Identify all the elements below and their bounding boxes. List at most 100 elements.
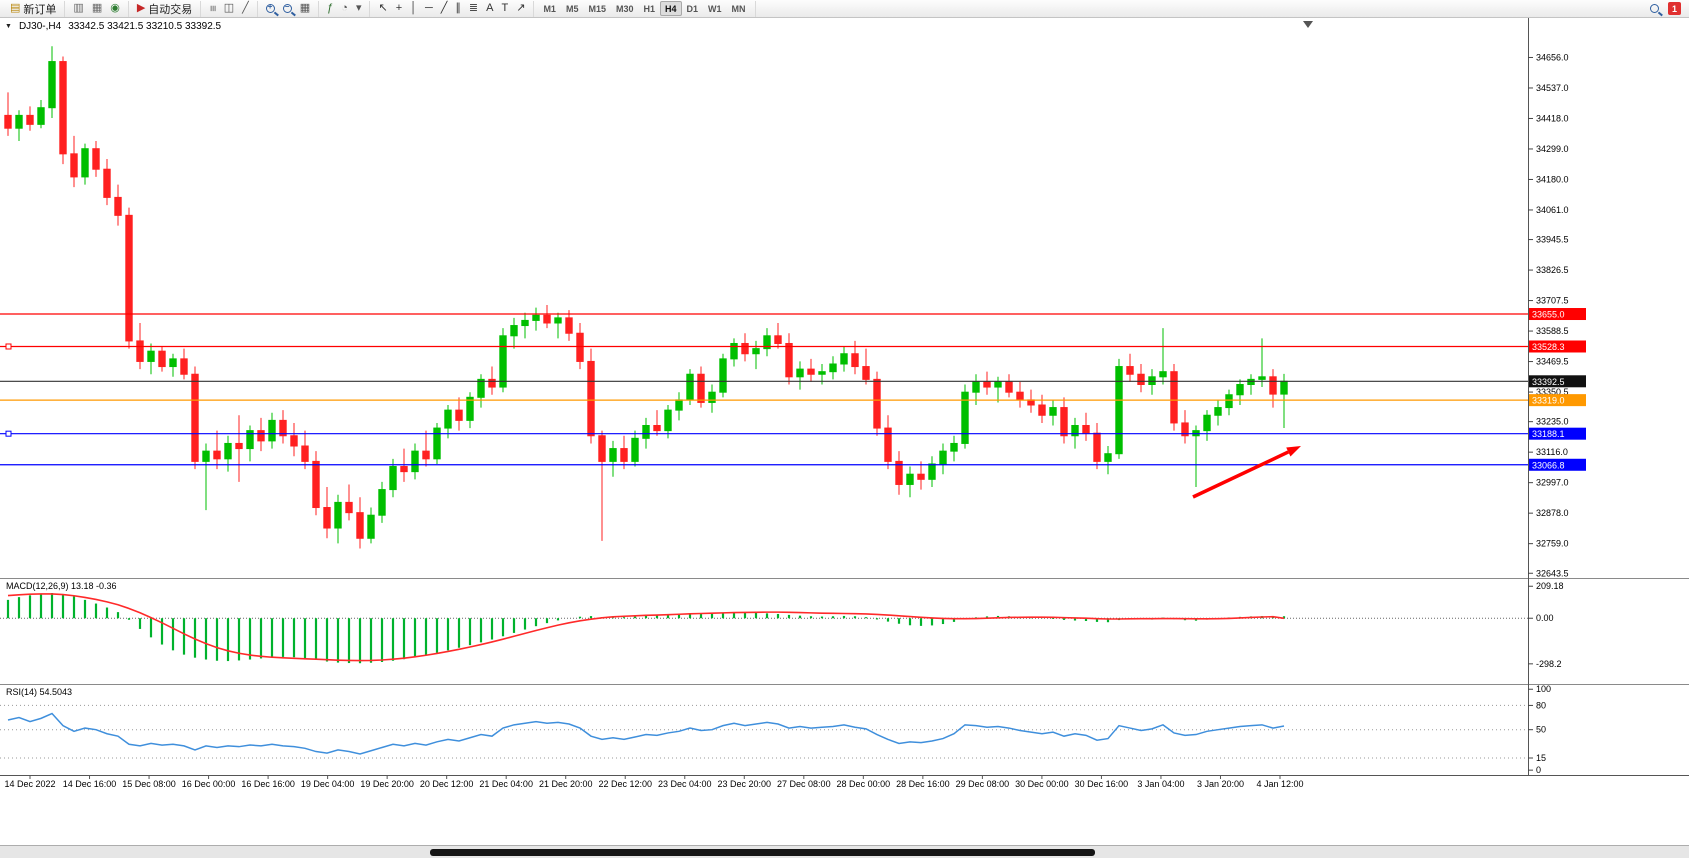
indicators-button[interactable]: ƒ (323, 1, 337, 16)
candle (983, 371, 991, 395)
trendline-button[interactable]: ╱ (437, 1, 452, 16)
candle (70, 135, 78, 188)
toolbar-group-order: ▤ 新订单 (2, 0, 66, 17)
current-price-price-badge-text: 33392.5 (1532, 377, 1565, 387)
chart-settings-button[interactable]: ▾ (352, 1, 366, 16)
zoom-out-button[interactable]: − (279, 1, 296, 16)
timeframe-h4[interactable]: H4 (660, 1, 682, 16)
support-2-line[interactable]: 33066.8 (0, 458, 1586, 471)
channel-icon: ∥ (455, 2, 461, 14)
toolbar-group-zoom: + − ▦ (258, 0, 320, 17)
timeframe-m1[interactable]: M1 (543, 3, 556, 14)
rsi-tick-label: 80 (1536, 700, 1546, 710)
pane-borders (0, 18, 1689, 776)
candle (807, 358, 815, 382)
candle (1269, 369, 1277, 408)
horizontal-scrollbar-thumb[interactable] (430, 849, 1095, 856)
current-price-line[interactable]: 33392.5 (0, 375, 1586, 388)
candle (763, 328, 771, 357)
period-clock-button[interactable]: ◔ (337, 1, 352, 16)
profiles-button[interactable]: ▦ (88, 1, 106, 16)
candle (510, 317, 518, 349)
timeframe-d1[interactable]: D1 (686, 3, 699, 14)
resistance-2-handle[interactable] (5, 343, 12, 350)
text-button[interactable]: A (482, 1, 497, 16)
candle (103, 158, 111, 206)
timeframe-h1[interactable]: H1 (643, 3, 656, 14)
line-chart-button[interactable]: ╱ (238, 1, 253, 16)
period-clock-icon: ◔ (341, 2, 348, 14)
candle (1214, 399, 1222, 426)
candle (257, 417, 265, 452)
candle (631, 430, 639, 467)
crosshair-button[interactable]: + (392, 1, 406, 16)
autotrading-button-icon: ▶ (136, 2, 146, 14)
macd-label: MACD(12,26,9) 13.18 -0.36 (6, 581, 117, 591)
candle (59, 56, 67, 165)
timeframe-m5[interactable]: M5 (565, 3, 579, 14)
tile-windows-button[interactable]: ▦ (296, 1, 314, 16)
price-tick-label: 33469.5 (1536, 357, 1569, 367)
candle (774, 322, 782, 349)
time-axis-label: 29 Dec 08:00 (956, 779, 1010, 789)
chart-menu-triangle-icon[interactable]: ▼ (5, 23, 12, 30)
support-1-line[interactable]: 33188.1 (0, 427, 1586, 440)
autotrading-button[interactable]: ▶ 自动交易 (133, 1, 196, 16)
macd-tick-label: -298.2 (1536, 659, 1562, 669)
time-axis: 14 Dec 2022 14 Dec 16:00 15 Dec 08:00 16 De… (4, 775, 1304, 789)
candlestick-chart-button[interactable]: ◫ (220, 1, 238, 16)
fibonacci-button[interactable]: ≣ (465, 1, 482, 16)
chart-canvas[interactable]: 34656.0 34537.0 34418.0 34299.0 34180.0 34061… (0, 18, 1689, 845)
candle (345, 484, 353, 521)
zoom-in-icon: + (265, 2, 275, 13)
resistance-2-line[interactable]: 33528.3 (0, 340, 1586, 353)
candle (609, 440, 617, 477)
arrows-button[interactable]: ↗ (512, 1, 529, 16)
resistance-2-price-badge (1529, 340, 1586, 353)
support-2-price-badge (1529, 458, 1586, 471)
timeframe-m30[interactable]: M30 (615, 3, 634, 14)
label-button[interactable]: T (497, 1, 512, 16)
charts-button[interactable]: ▥ (69, 1, 87, 16)
rsi-label: RSI(14) 54.5043 (6, 687, 73, 697)
candle (961, 384, 969, 449)
rsi-tick-label: 100 (1536, 684, 1551, 694)
new-order-button[interactable]: ▤ 新订单 (6, 1, 60, 16)
price-tick-label: 34537.0 (1536, 83, 1569, 93)
price-tick-label: 32997.0 (1536, 478, 1569, 488)
price-tick-label: 33350.5 (1536, 387, 1569, 397)
chart-symbol-period: DJ30-,H4 (18, 21, 62, 32)
vertical-line-button[interactable]: │ (406, 1, 421, 16)
candle (125, 207, 133, 349)
cursor-button[interactable]: ↖ (374, 1, 391, 16)
support-1-handle[interactable] (5, 430, 12, 437)
chart-window: 34656.0 34537.0 34418.0 34299.0 34180.0 34061… (0, 18, 1689, 845)
price-tick-label: 33826.5 (1536, 265, 1569, 275)
chart-ohlc: 33342.5 33421.5 33210.5 33392.5 (68, 21, 222, 32)
experts-button[interactable]: ◉ (106, 1, 124, 16)
resistance-1-line[interactable]: 33655.0 (0, 308, 1586, 321)
search-button[interactable] (1646, 1, 1663, 16)
candle (1225, 389, 1233, 416)
candle (1280, 373, 1288, 428)
candle (246, 425, 254, 462)
timeframe-w1[interactable]: W1 (708, 3, 722, 14)
bar-chart-button[interactable]: ≡ (205, 1, 219, 16)
candle (268, 412, 276, 449)
candle (994, 376, 1002, 403)
candle (147, 343, 155, 375)
orange-level-line[interactable]: 33319.0 (0, 394, 1586, 407)
timeframe-mn[interactable]: MN (731, 3, 746, 14)
candle (26, 106, 34, 131)
candle (565, 310, 573, 341)
chart-shift-marker[interactable] (1303, 21, 1313, 28)
notification-badge[interactable]: 1 (1668, 2, 1681, 15)
horizontal-line-button[interactable]: ─ (421, 1, 437, 16)
price-tick-label: 34418.0 (1536, 113, 1569, 123)
channel-button[interactable]: ∥ (451, 1, 465, 16)
zoom-in-button[interactable]: + (262, 1, 279, 16)
timeframe-m15[interactable]: M15 (588, 3, 606, 14)
toolbar-group-autotrade: ▶ 自动交易 (129, 0, 202, 17)
trend-arrow-annotation[interactable] (1192, 446, 1301, 499)
price-tick-label: 34180.0 (1536, 174, 1569, 184)
